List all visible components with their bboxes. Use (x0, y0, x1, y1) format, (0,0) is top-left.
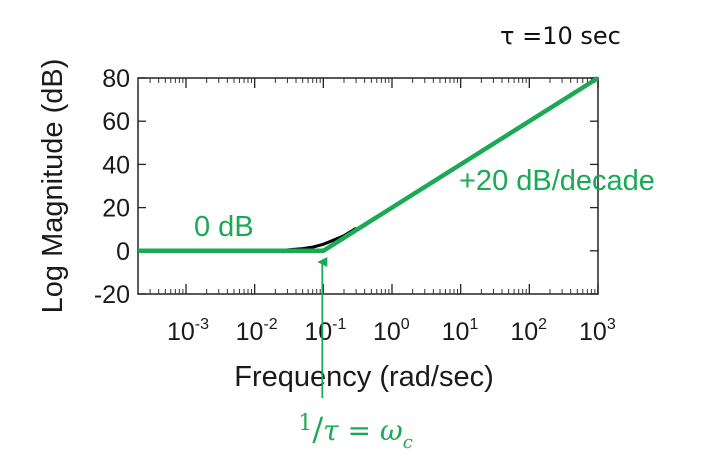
x-tick-label: 102 (510, 316, 547, 346)
flat-slope-label: 0 dB (194, 211, 254, 243)
x-tick-label: 10-2 (236, 316, 278, 346)
x-minor-ticks (137, 78, 596, 294)
x-tick-label: 10-3 (167, 316, 209, 346)
plot-frame (137, 77, 599, 295)
y-tick-label: 0 (116, 238, 130, 266)
y-tick-label: -20 (94, 281, 130, 309)
y-tick-label: 40 (102, 151, 130, 179)
y-tick-label: 20 (102, 195, 130, 223)
slope-label: +20 dB/decade (459, 165, 655, 197)
x-tick-label: 100 (373, 316, 410, 346)
y-tick-label: 60 (102, 108, 130, 136)
y-tick-label: 80 (102, 65, 130, 93)
tau-note: τ =10 sec (500, 22, 621, 50)
x-tick-label: 103 (579, 316, 616, 346)
corner-frequency-label: 1/τ = ωc (298, 410, 412, 453)
x-major-ticks (185, 78, 599, 294)
x-tick-label: 10-1 (304, 316, 346, 346)
y-tick-labels: 80 60 40 20 0 -20 (94, 65, 130, 309)
x-tick-label: 101 (442, 316, 479, 346)
y-axis-title: Log Magnitude (dB) (37, 59, 69, 314)
x-tick-labels: 10-3 10-2 10-1 100 101 102 103 (167, 316, 616, 346)
y-ticks (138, 77, 598, 295)
x-axis-title: Frequency (rad/sec) (234, 361, 494, 393)
asymptote-line (138, 76, 600, 254)
